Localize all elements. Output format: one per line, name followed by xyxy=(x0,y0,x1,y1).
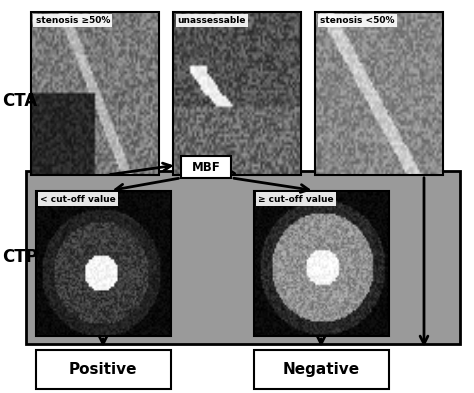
Bar xyxy=(315,12,443,175)
Bar xyxy=(36,350,171,389)
Text: MBF: MBF xyxy=(192,160,220,174)
Bar xyxy=(36,191,171,336)
Bar xyxy=(173,12,301,175)
Text: CTP: CTP xyxy=(2,248,38,266)
Text: Positive: Positive xyxy=(69,362,137,377)
Bar xyxy=(315,12,443,175)
Text: CTA: CTA xyxy=(2,92,37,110)
Bar xyxy=(36,191,171,336)
Text: stenosis ≥50%: stenosis ≥50% xyxy=(36,16,110,25)
Bar xyxy=(26,171,460,344)
Bar xyxy=(181,156,231,178)
Text: < cut-off value: < cut-off value xyxy=(40,195,116,204)
Text: stenosis <50%: stenosis <50% xyxy=(320,16,394,25)
Bar xyxy=(254,191,389,336)
Bar xyxy=(173,12,301,175)
Bar xyxy=(31,12,159,175)
Text: Negative: Negative xyxy=(283,362,360,377)
Text: unassessable: unassessable xyxy=(178,16,246,25)
Bar xyxy=(254,191,389,336)
Text: ≥ cut-off value: ≥ cut-off value xyxy=(258,195,334,204)
Bar xyxy=(31,12,159,175)
Bar xyxy=(254,350,389,389)
